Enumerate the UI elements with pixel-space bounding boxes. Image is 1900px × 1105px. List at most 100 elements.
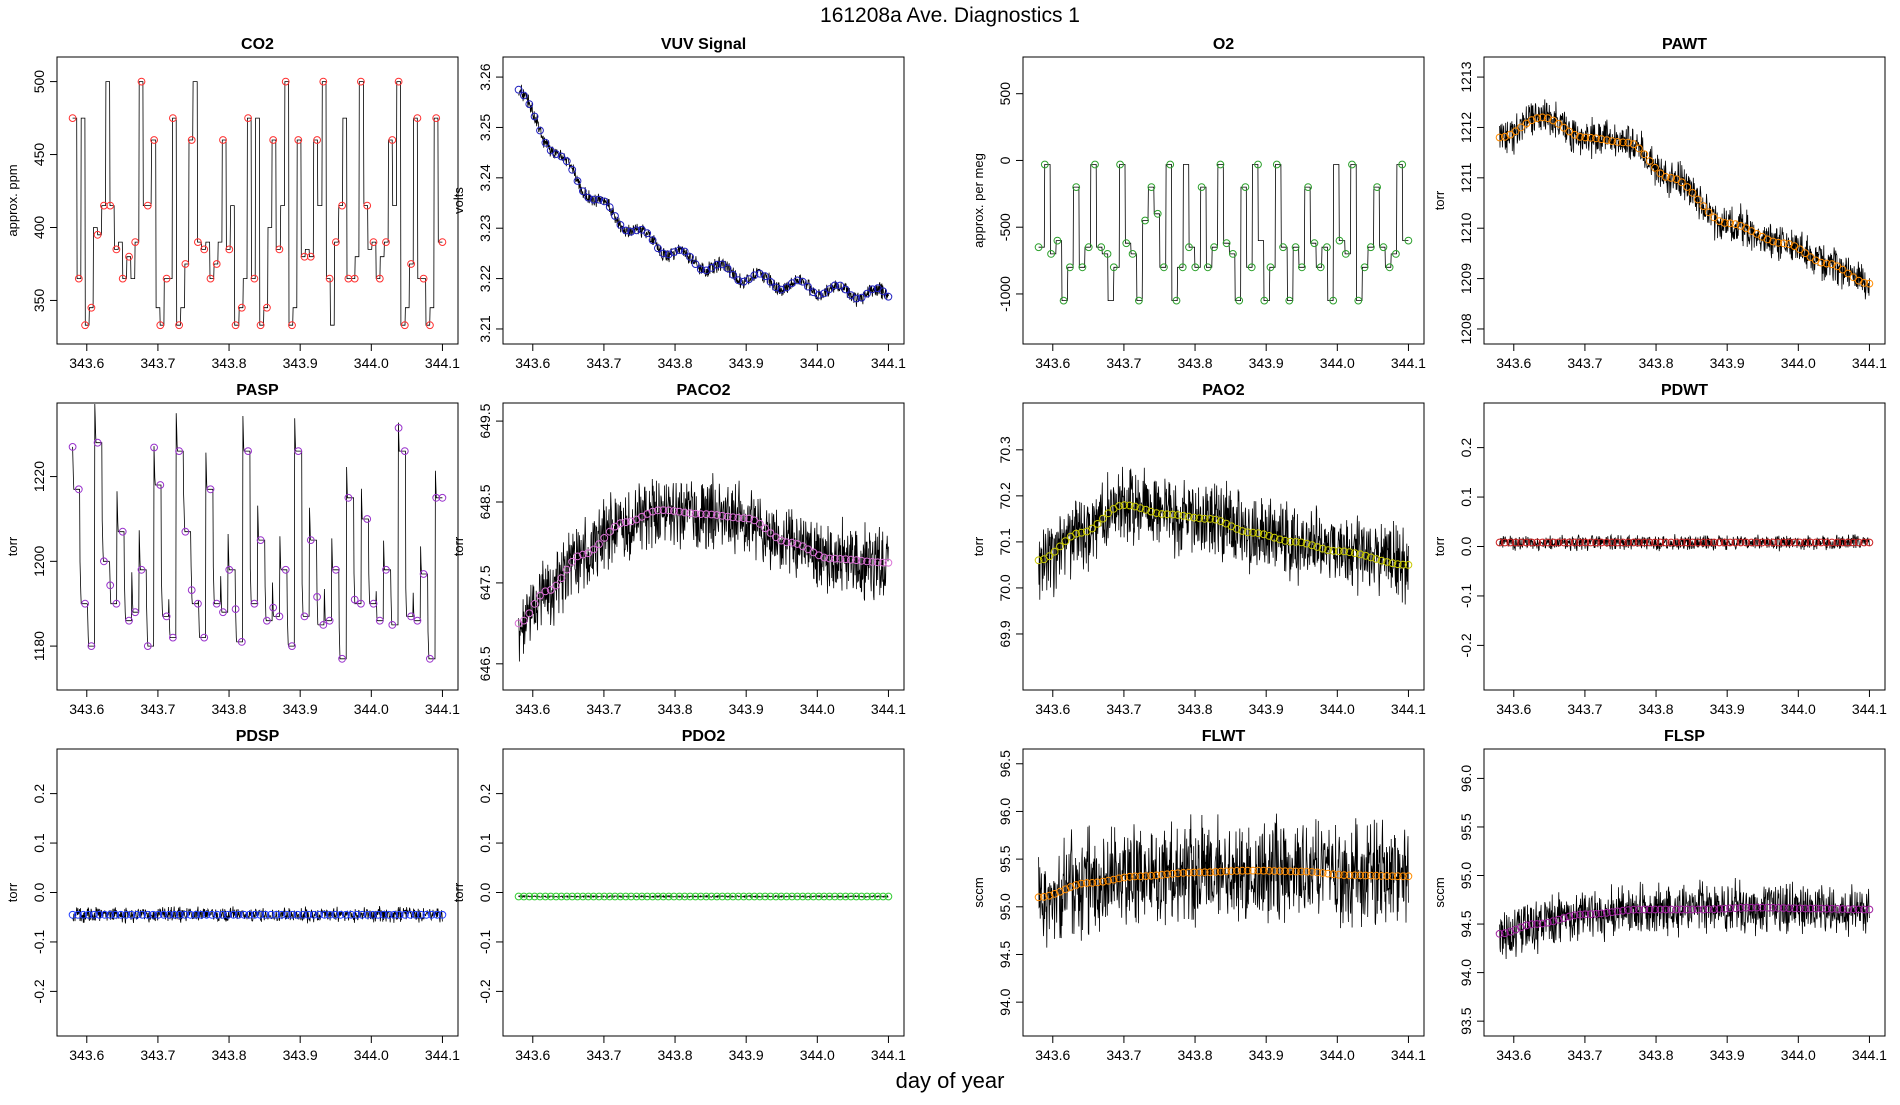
data-point — [1688, 538, 1697, 547]
data-point — [745, 514, 753, 523]
data-point — [1398, 160, 1407, 169]
data-point — [1715, 538, 1724, 547]
y-axis-label: sccm — [1432, 877, 1447, 907]
data-point — [154, 910, 163, 919]
data-point — [713, 260, 721, 269]
data-point — [433, 910, 442, 919]
data-point — [729, 270, 737, 279]
data-point — [595, 540, 603, 549]
data-point — [1185, 243, 1193, 252]
series-line — [518, 473, 889, 662]
data-point — [1318, 869, 1327, 877]
data-point — [1367, 871, 1375, 880]
data-point — [1817, 904, 1826, 913]
data-point — [1613, 907, 1622, 916]
data-point — [654, 506, 662, 515]
data-point — [1266, 263, 1275, 272]
x-tick-label: 344.0 — [1320, 1047, 1355, 1063]
data-point — [181, 910, 190, 919]
data-point — [868, 558, 877, 566]
data-point — [568, 557, 577, 566]
data-point — [1308, 868, 1316, 876]
data-point — [734, 276, 743, 285]
data-point — [1184, 512, 1193, 521]
data-point — [306, 252, 315, 261]
x-tick-label: 343.9 — [1249, 701, 1284, 717]
data-point — [225, 565, 234, 574]
data-point — [659, 892, 668, 901]
data-point — [1581, 133, 1590, 142]
data-point — [125, 252, 133, 261]
y-tick-label: 1211 — [1458, 163, 1474, 193]
data-point — [1640, 905, 1649, 914]
data-point — [1066, 883, 1075, 891]
data-point — [1093, 878, 1102, 887]
data-point — [263, 303, 271, 312]
data-point — [1203, 263, 1212, 272]
data-point — [326, 910, 334, 919]
data-point — [1769, 237, 1777, 246]
data-point — [1206, 515, 1214, 523]
data-point — [873, 558, 882, 567]
series-line — [72, 81, 443, 326]
data-point — [1742, 903, 1750, 912]
data-point — [584, 549, 593, 558]
data-point — [546, 146, 555, 155]
data-point — [1286, 867, 1295, 876]
data-point — [579, 550, 587, 559]
y-tick-label: 69.9 — [997, 620, 1013, 647]
data-point — [648, 236, 657, 245]
data-point — [1275, 535, 1284, 544]
data-point — [344, 493, 353, 502]
data-point — [1120, 873, 1129, 882]
data-point — [1109, 263, 1118, 272]
data-point — [680, 892, 689, 901]
data-point — [520, 892, 528, 901]
data-point — [1715, 217, 1724, 226]
data-point — [1128, 250, 1137, 258]
data-point — [579, 187, 587, 196]
data-point — [1254, 529, 1263, 538]
data-point — [283, 910, 291, 919]
data-point — [1597, 135, 1606, 144]
data-point — [841, 892, 850, 901]
data-point — [432, 493, 441, 502]
data-point — [1608, 137, 1616, 146]
data-point — [1576, 910, 1584, 919]
data-point — [670, 248, 678, 257]
data-point — [1822, 259, 1831, 268]
data-point — [675, 246, 684, 255]
data-point — [256, 536, 265, 544]
data-point — [1629, 538, 1638, 547]
data-point — [814, 551, 823, 560]
data-point — [1533, 114, 1541, 122]
data-point — [1597, 909, 1606, 918]
data-point — [1040, 160, 1049, 169]
data-point — [541, 892, 550, 901]
data-point — [584, 193, 593, 202]
data-point — [244, 114, 253, 122]
data-point — [187, 136, 196, 144]
data-point — [1576, 538, 1584, 547]
data-point — [1247, 263, 1256, 272]
data-point — [1731, 220, 1740, 229]
y-axis-label: torr — [1432, 190, 1447, 210]
y-tick-label: 0 — [997, 156, 1013, 164]
data-point — [394, 424, 403, 432]
data-point — [219, 608, 227, 617]
data-point — [718, 511, 727, 520]
data-point — [852, 892, 861, 901]
data-point — [611, 212, 619, 220]
data-point — [525, 100, 534, 108]
data-point — [1160, 263, 1168, 272]
plot-frame — [1022, 402, 1425, 691]
data-point — [1383, 872, 1391, 880]
data-point — [137, 77, 146, 86]
data-point — [1227, 867, 1236, 875]
data-point — [627, 517, 635, 526]
data-point — [761, 524, 769, 533]
data-point — [1661, 538, 1670, 547]
data-point — [1050, 547, 1059, 556]
data-point — [1393, 872, 1402, 881]
